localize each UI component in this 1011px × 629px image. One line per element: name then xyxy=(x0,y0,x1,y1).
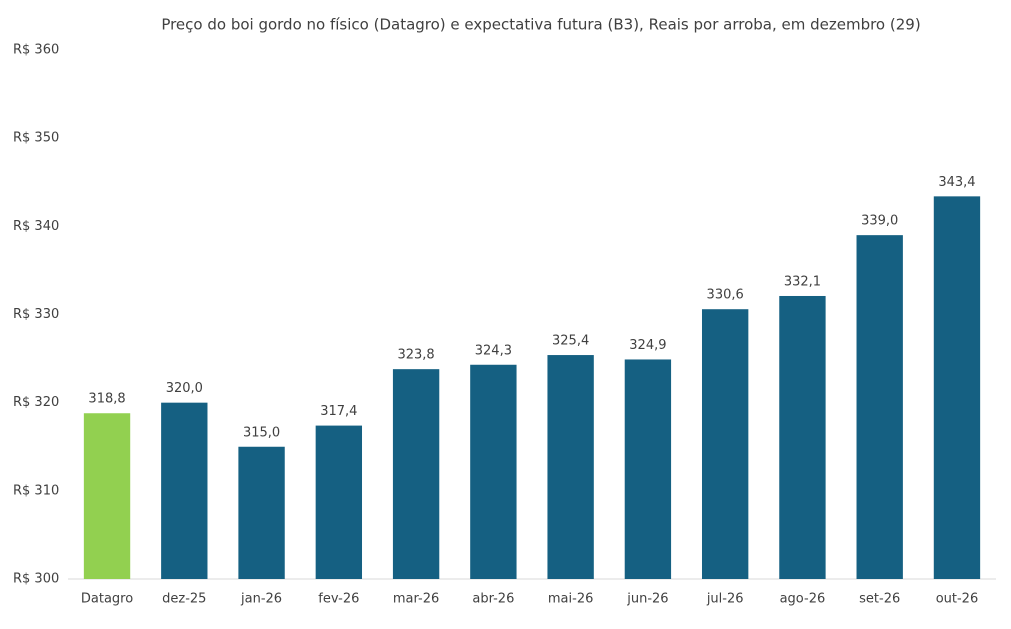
bar xyxy=(392,369,440,579)
value-label: 324,9 xyxy=(629,338,666,353)
y-tick-label: R$ 330 xyxy=(13,307,59,322)
value-label: 317,4 xyxy=(320,404,357,419)
bar xyxy=(624,359,672,579)
bar xyxy=(779,295,826,579)
x-tick-label: dez-25 xyxy=(162,592,206,607)
bar xyxy=(315,425,363,579)
value-label: 323,8 xyxy=(397,348,434,363)
x-tick-label: abr-26 xyxy=(472,592,514,607)
value-label: 318,8 xyxy=(88,392,125,407)
value-label: 320,0 xyxy=(166,381,203,396)
value-label: 330,6 xyxy=(707,288,744,303)
value-label: 343,4 xyxy=(938,175,975,190)
bar xyxy=(933,196,981,579)
bar xyxy=(470,364,517,579)
x-tick-label: jan-26 xyxy=(240,592,282,607)
y-tick-label: R$ 340 xyxy=(13,219,59,234)
x-tick-label: jul-26 xyxy=(706,592,744,607)
x-tick-label: out-26 xyxy=(936,592,979,607)
chart-title: Preço do boi gordo no físico (Datagro) e… xyxy=(161,16,920,34)
y-tick-label: R$ 350 xyxy=(13,131,59,146)
bar xyxy=(83,413,131,579)
x-tick-label: set-26 xyxy=(859,592,900,607)
x-tick-label: mai-26 xyxy=(548,592,593,607)
bar xyxy=(238,446,285,579)
x-tick-label: fev-26 xyxy=(318,592,359,607)
y-tick-label: R$ 310 xyxy=(13,483,59,498)
value-label: 324,3 xyxy=(475,343,512,358)
value-label: 325,4 xyxy=(552,334,589,349)
y-tick-label: R$ 320 xyxy=(13,395,59,410)
y-tick-label: R$ 300 xyxy=(13,572,59,587)
x-tick-label: ago-26 xyxy=(780,592,826,607)
x-tick-label: mar-26 xyxy=(393,592,439,607)
x-tick-label: jun-26 xyxy=(626,592,668,607)
bar xyxy=(856,235,903,579)
value-label: 339,0 xyxy=(861,214,898,229)
bar xyxy=(701,309,749,579)
value-label: 332,1 xyxy=(784,274,821,289)
y-tick-label: R$ 360 xyxy=(13,43,59,58)
value-label: 315,0 xyxy=(243,425,280,440)
bar xyxy=(547,355,594,579)
bar xyxy=(161,402,208,579)
x-tick-label: Datagro xyxy=(81,592,133,607)
